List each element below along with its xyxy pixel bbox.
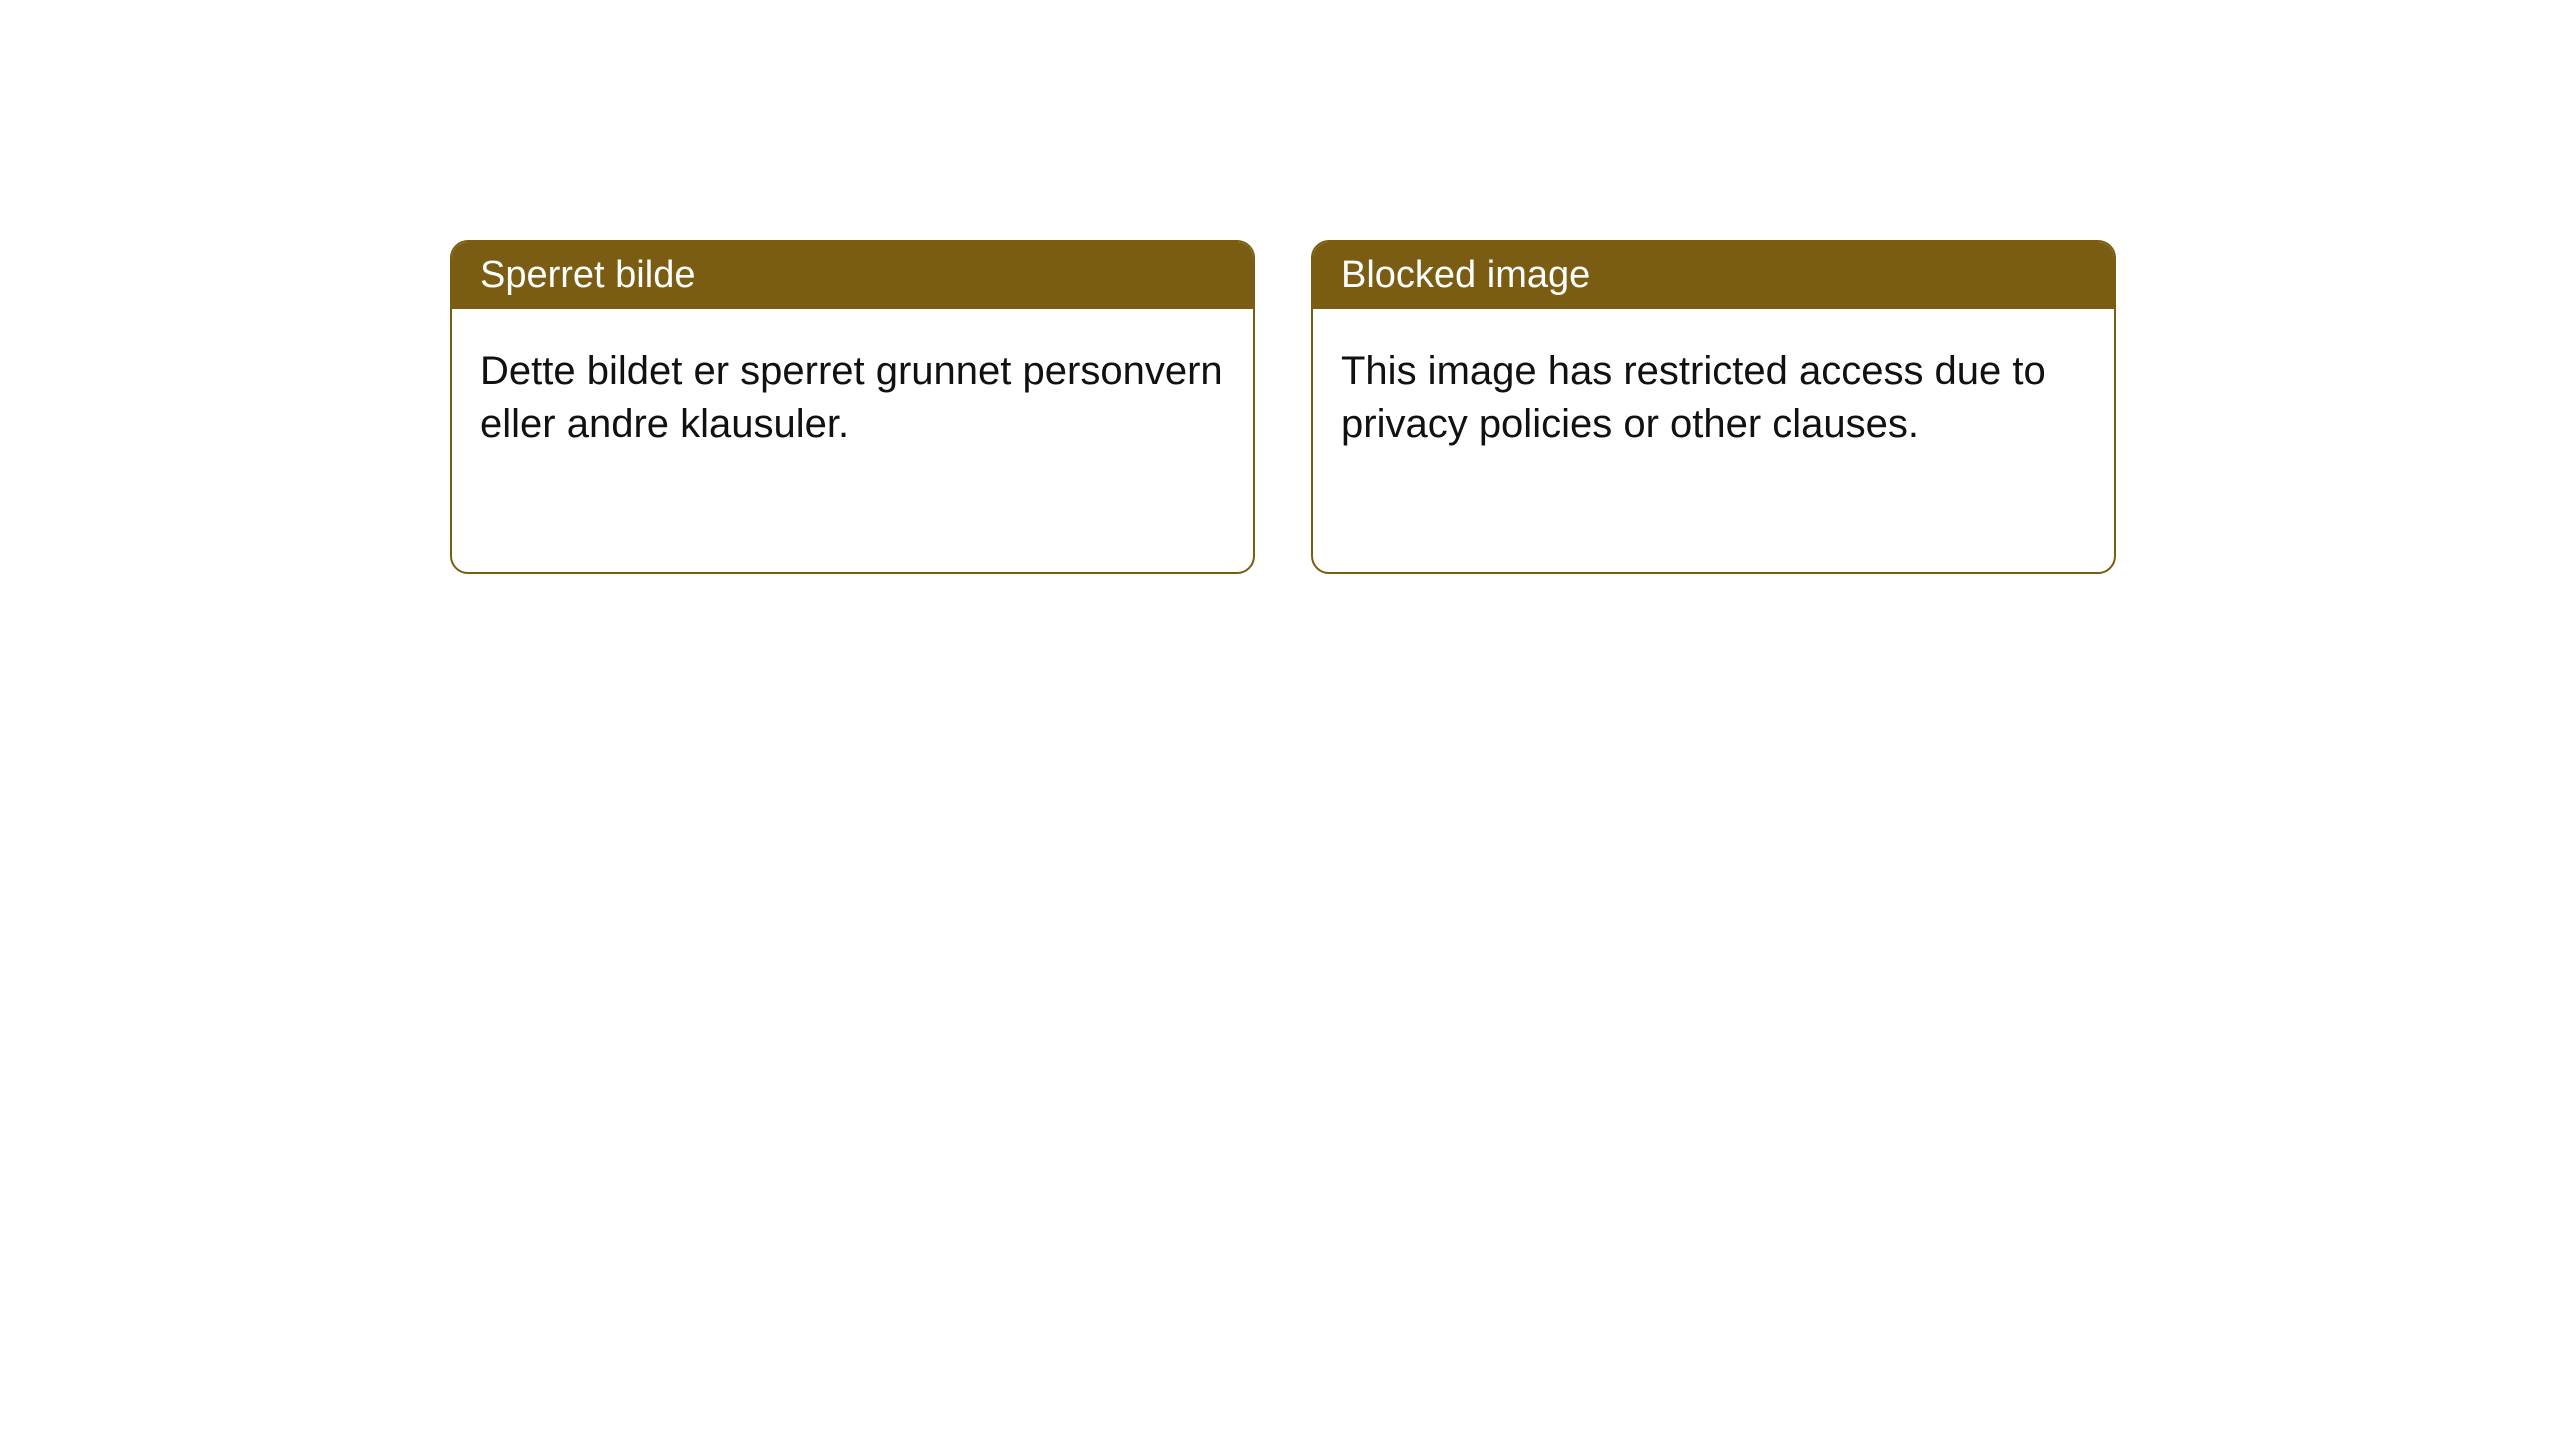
- card-header-en: Blocked image: [1313, 242, 2114, 309]
- blocked-image-card-en: Blocked image This image has restricted …: [1311, 240, 2116, 574]
- card-body-no: Dette bildet er sperret grunnet personve…: [452, 309, 1253, 487]
- blocked-image-notice-row: Sperret bilde Dette bildet er sperret gr…: [450, 240, 2116, 574]
- card-body-en: This image has restricted access due to …: [1313, 309, 2114, 487]
- card-header-no: Sperret bilde: [452, 242, 1253, 309]
- blocked-image-card-no: Sperret bilde Dette bildet er sperret gr…: [450, 240, 1255, 574]
